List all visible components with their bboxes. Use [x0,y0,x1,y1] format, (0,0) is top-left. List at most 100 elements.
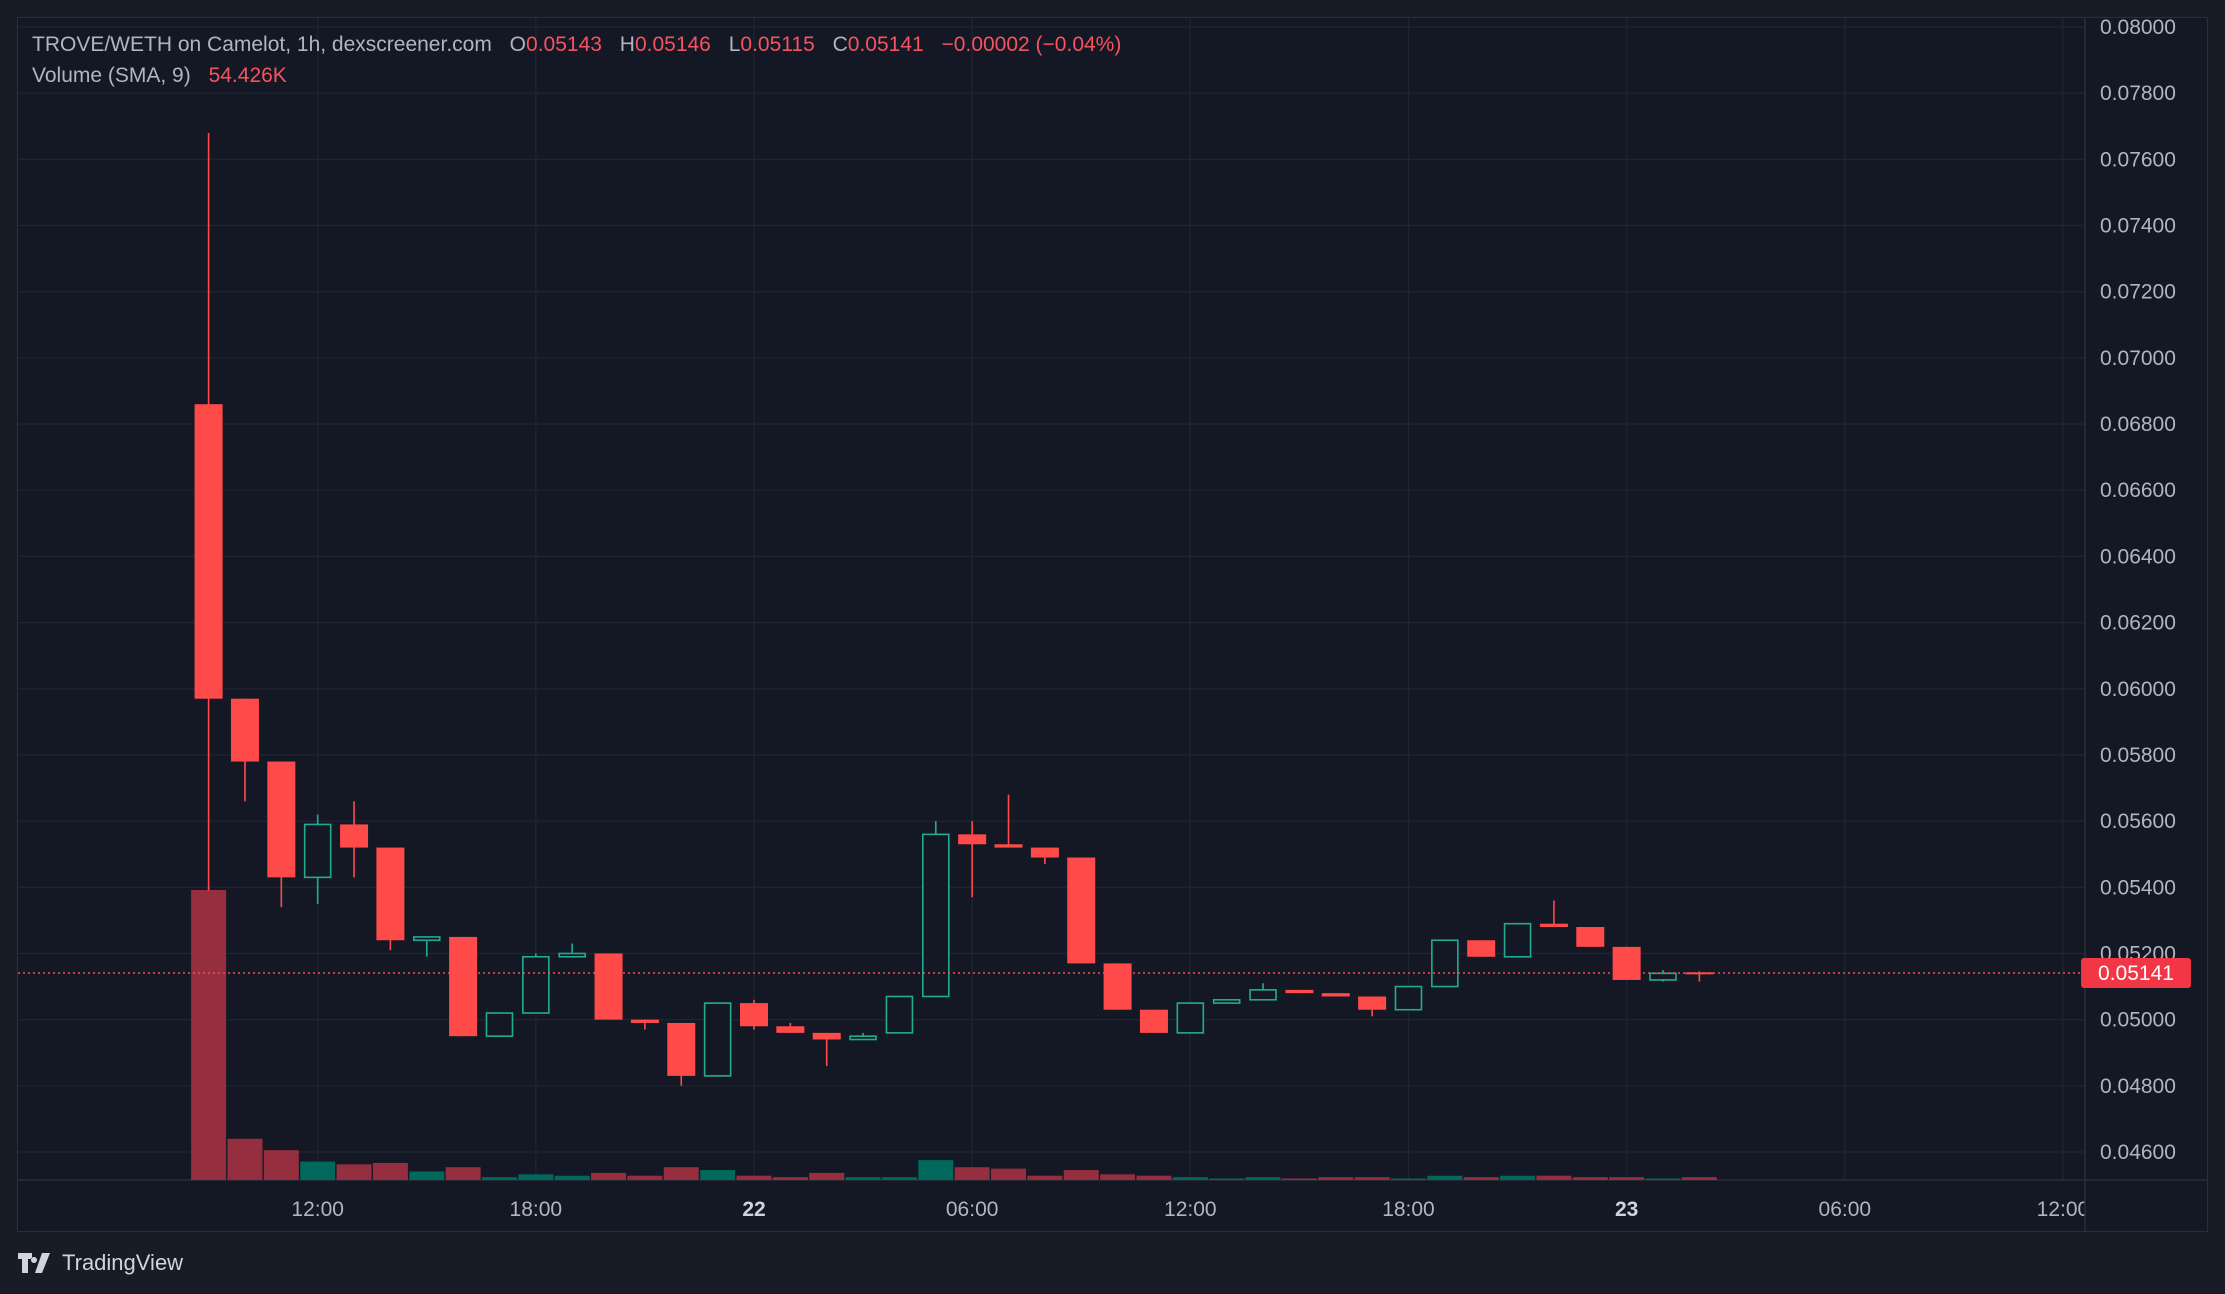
candle-body-up [849,1035,877,1041]
candle-body-down [994,844,1023,848]
candle-body-down [449,936,478,1037]
candle-body-down [630,1019,659,1023]
volume-bar [1245,1177,1281,1180]
volume-bar [627,1175,663,1180]
candle-body-down [267,761,296,878]
volume-bar [736,1175,772,1180]
volume-bar [372,1162,408,1180]
time-axis-label: 12:00 [291,1198,344,1221]
price-axis-label: 0.07800 [2100,82,2176,105]
candle-body-down [1321,993,1350,997]
candle-body-up [1431,939,1459,988]
tradingview-logo[interactable]: TradingView [18,1250,183,1276]
price-axis-label: 0.07000 [2100,347,2176,370]
candle-body-up [1176,1002,1205,1034]
candle-body-down [194,404,223,699]
volume-bar [591,1172,627,1180]
candle-body-up [1503,922,1532,958]
volume-bar [409,1171,445,1180]
candle-body-down [740,1003,768,1027]
volume-bar [1500,1175,1536,1180]
brand-name: TradingView [62,1250,184,1275]
volume-bar [1172,1177,1208,1180]
volume-bar [1209,1178,1245,1180]
volume-bar [1318,1177,1354,1180]
candle-body-down [340,824,369,848]
price-axis-label: 0.04600 [2100,1141,2176,1164]
volume-bar [1572,1177,1608,1180]
change-value: −0.00002 (−0.04%) [941,33,1122,56]
price-axis-label: 0.06800 [2100,413,2176,436]
volume-bar [881,1177,917,1180]
close-label: C [832,33,848,56]
candle-body-down [776,1026,805,1033]
price-axis-label: 0.06400 [2100,545,2176,568]
candle-body-up [921,833,950,998]
candle-body-up [885,995,914,1034]
price-axis-label: 0.05400 [2100,876,2176,899]
low-value: 0.05115 [740,33,815,56]
tradingview-logo-icon [18,1253,50,1273]
price-axis-label: 0.06200 [2100,612,2176,635]
volume-bar [772,1177,808,1180]
volume-bar [1063,1170,1099,1180]
volume-bar [1463,1177,1499,1180]
candle-body-up [522,955,550,1014]
price-axis-label: 0.04800 [2100,1075,2176,1098]
candle-body-down [1467,940,1496,957]
low-label: L [728,33,741,56]
candle-body-up [1649,972,1677,981]
time-axis-label: 23 [1615,1198,1638,1221]
price-axis-label: 0.05600 [2100,810,2176,833]
candle-body-up [303,823,332,879]
price-axis-label: 0.06600 [2100,479,2176,502]
time-axis-label: 06:00 [946,1198,999,1221]
price-axis-label: 0.06000 [2100,678,2176,701]
volume-bar [954,1167,990,1180]
candle-body-down [594,953,623,1020]
price-axis-label: 0.05800 [2100,744,2176,767]
volume-bar [1390,1178,1426,1180]
open-label: O [509,33,527,56]
price-axis-label: 0.07400 [2100,215,2176,238]
volume-bar [481,1177,517,1180]
price-axis-label: 0.05000 [2100,1009,2176,1032]
price-axis-label: 0.07200 [2100,281,2176,304]
volume-bar [1136,1175,1172,1180]
volume-bar [518,1174,554,1180]
volume-bar [445,1167,481,1180]
volume-bar [1427,1175,1463,1180]
candle-body-down [376,847,405,941]
volume-bar [1609,1177,1645,1180]
volume-bar [300,1161,336,1180]
candle-body-up [703,1002,732,1077]
time-axis-label: 06:00 [1819,1198,1872,1221]
candle-body-down [230,698,259,762]
candle-body-up [485,1012,514,1037]
volume-bar [263,1150,299,1180]
candle-body-down [1139,1009,1168,1033]
candle-body-down [1030,847,1059,858]
volume-bar [1354,1177,1390,1180]
volume-label: Volume (SMA, 9) [32,64,191,87]
candle-body-down [1576,927,1605,947]
volume-bar [1100,1174,1136,1180]
volume-bar [991,1168,1027,1180]
volume-bar [191,890,227,1180]
candle-body-up [1212,998,1241,1004]
volume-value: 54.426K [208,64,287,87]
symbol-title: TROVE/WETH on Camelot, 1h, dexscreener.c… [32,33,492,56]
price-axis-label: 0.08000 [2100,16,2176,39]
price-axis-label: 0.07600 [2100,148,2176,171]
volume-bar [700,1170,736,1180]
time-axis-label: 12:00 [2037,1198,2090,1221]
time-axis-label: 22 [742,1198,765,1221]
candle-body-down [812,1032,841,1040]
current-price-label: 0.05141 [2098,962,2174,985]
time-axis-label: 12:00 [1164,1198,1217,1221]
volume-bar [227,1138,263,1180]
high-label: H [619,33,635,56]
candle-body-down [1358,996,1387,1010]
candle-body-up [412,936,441,942]
